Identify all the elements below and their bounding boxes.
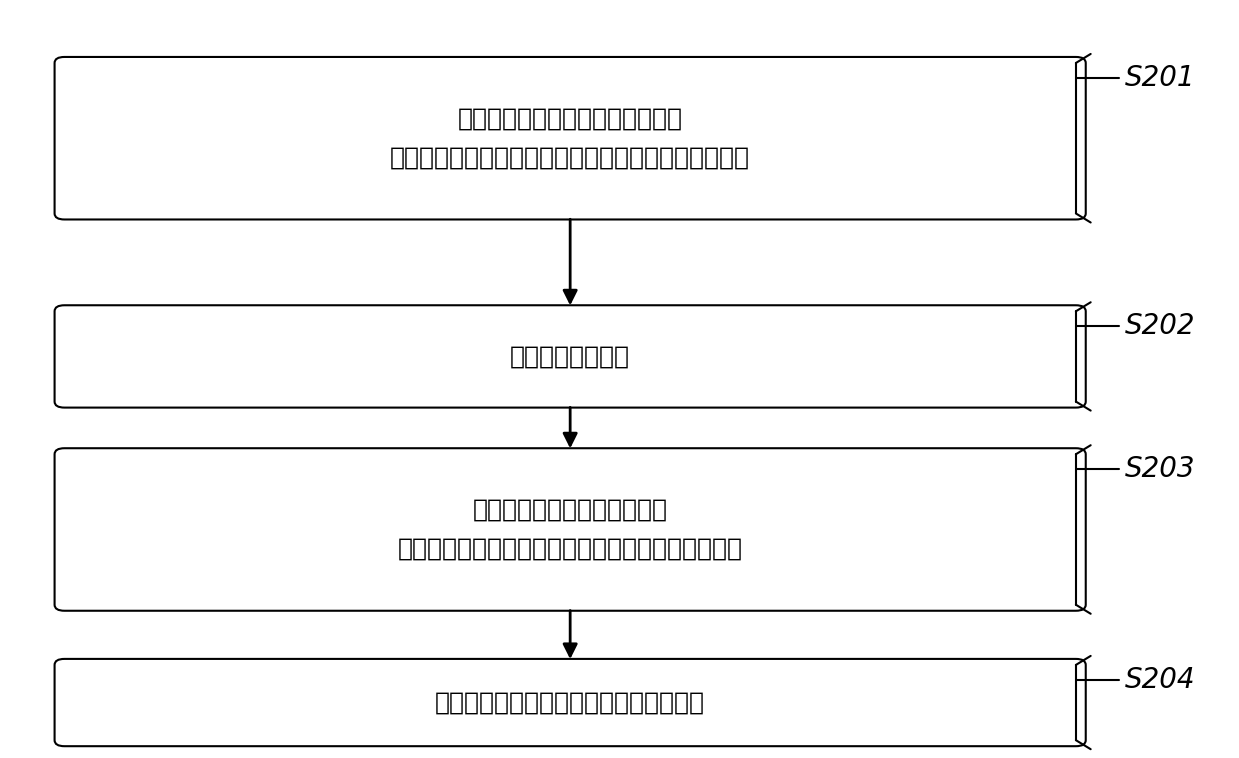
- Text: S204: S204: [1125, 666, 1196, 694]
- Text: 在线修改逻辑组态: 在线修改逻辑组态: [510, 344, 631, 368]
- FancyBboxPatch shape: [55, 659, 1085, 746]
- Text: S201: S201: [1125, 64, 1196, 92]
- Text: 依据逻辑运算结果确定出首出信号的类型: 依据逻辑运算结果确定出首出信号的类型: [435, 691, 705, 715]
- Text: S203: S203: [1125, 456, 1196, 484]
- FancyBboxPatch shape: [55, 448, 1085, 611]
- FancyBboxPatch shape: [55, 305, 1085, 408]
- Text: 将获取到的所述首出信号输入
逻辑组态进行相应的逻辑运算，并输出逻辑运算结果: 将获取到的所述首出信号输入 逻辑组态进行相应的逻辑运算，并输出逻辑运算结果: [398, 498, 742, 561]
- Text: S202: S202: [1125, 312, 1196, 340]
- Text: 获取设备发生故障时的首出信号，
所述首出信号为设备发生故障时输出的第一个报警信号: 获取设备发生故障时的首出信号， 所述首出信号为设备发生故障时输出的第一个报警信号: [390, 107, 750, 170]
- FancyBboxPatch shape: [55, 57, 1085, 220]
